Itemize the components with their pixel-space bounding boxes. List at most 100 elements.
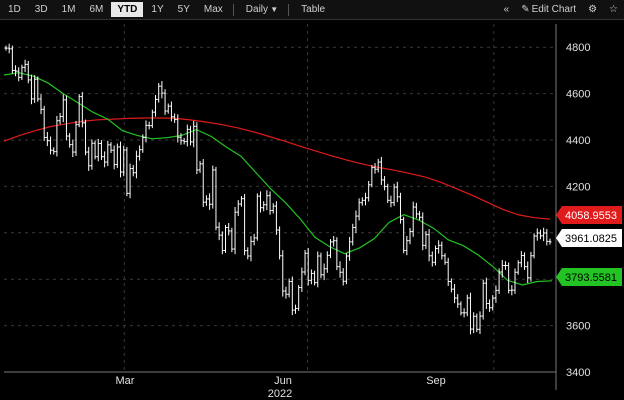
price-bar	[87, 146, 91, 171]
price-bar	[545, 228, 549, 246]
price-bar	[494, 285, 498, 303]
period-1m-button[interactable]: 1M	[61, 4, 76, 15]
price-bar	[90, 139, 94, 170]
price-bar	[319, 252, 323, 279]
edit-chart-button[interactable]: Edit Chart	[531, 4, 577, 15]
price-bar	[360, 197, 364, 206]
price-bar	[503, 261, 507, 270]
price-bar	[322, 263, 326, 281]
period-5y-button[interactable]: 5Y	[177, 4, 190, 15]
price-bar	[379, 156, 383, 186]
price-bar	[55, 115, 59, 157]
price-bar	[383, 176, 387, 191]
price-bar	[363, 192, 367, 206]
price-bar	[147, 121, 151, 130]
price-bar	[64, 95, 68, 141]
price-bar	[17, 67, 21, 82]
price-bar	[535, 228, 539, 241]
price-bar	[122, 145, 126, 177]
price-bar	[160, 81, 164, 99]
gear-icon[interactable]: ⚙	[588, 4, 598, 15]
price-bar	[150, 109, 154, 129]
y-tick-label: 4200	[566, 181, 590, 193]
price-bar	[411, 201, 415, 237]
x-year-label: 2022	[268, 388, 292, 400]
double-chevron-left-icon[interactable]: «	[503, 4, 510, 15]
price-bar	[386, 183, 390, 203]
price-bar	[274, 201, 278, 235]
price-bar	[278, 226, 282, 260]
pencil-icon: ✎	[521, 4, 530, 15]
price-chart[interactable]: 34003600380040004200440046004800MarJunSe…	[0, 20, 624, 400]
price-bar	[398, 192, 402, 224]
price-bar	[376, 158, 380, 173]
price-bar	[96, 138, 100, 162]
period-1y-button[interactable]: 1Y	[151, 4, 164, 15]
price-bar	[481, 279, 485, 320]
price-bar	[204, 195, 208, 206]
price-bar	[58, 112, 62, 125]
price-bar	[284, 286, 288, 299]
price-bar	[341, 268, 345, 286]
period-6m-button[interactable]: 6M	[89, 4, 104, 15]
y-tick-label: 3400	[566, 367, 590, 379]
price-bar	[293, 304, 297, 314]
price-bar	[367, 181, 371, 202]
price-bars	[4, 43, 552, 335]
price-bar	[421, 212, 425, 251]
price-bar	[290, 276, 294, 316]
price-bar	[478, 311, 482, 335]
price-bar	[265, 190, 269, 211]
price-bar	[475, 313, 479, 333]
price-bar	[446, 257, 450, 286]
price-bar	[243, 194, 247, 256]
price-bar	[328, 239, 332, 259]
price-bar	[103, 151, 107, 168]
period-ytd-button[interactable]: YTD	[111, 2, 144, 17]
table-button[interactable]: Table	[301, 4, 326, 15]
price-bar	[538, 229, 542, 240]
price-bar	[198, 160, 202, 173]
price-bar	[71, 139, 75, 158]
period-1d-button[interactable]: 1D	[8, 4, 21, 15]
price-bar	[297, 285, 301, 311]
price-bar	[373, 163, 377, 174]
price-bar	[14, 65, 18, 77]
price-bar	[526, 261, 530, 283]
price-bar	[157, 82, 161, 103]
x-tick-label: Jun	[274, 375, 292, 387]
price-bar	[227, 223, 231, 236]
period-max-button[interactable]: Max	[203, 4, 223, 15]
price-bar	[173, 113, 177, 123]
price-bar	[484, 277, 488, 309]
price-bar	[93, 140, 97, 160]
price-bar	[268, 191, 272, 215]
y-tick-label: 4400	[566, 135, 590, 147]
price-bar	[516, 260, 520, 275]
price-bar	[529, 251, 533, 282]
price-bar	[300, 267, 304, 293]
price-tag-value: 4058.9553	[565, 210, 617, 222]
price-bar	[497, 268, 501, 294]
price-bar	[80, 92, 84, 128]
price-bar	[125, 147, 129, 197]
price-bar	[332, 235, 336, 247]
price-bar	[249, 236, 253, 262]
price-bar	[99, 140, 103, 161]
price-bar	[468, 292, 472, 335]
price-bar	[52, 147, 56, 155]
star-icon[interactable]: ☆	[609, 4, 618, 15]
price-bar	[335, 237, 339, 271]
price-bar	[36, 76, 40, 102]
price-bar	[433, 245, 437, 266]
price-bar	[74, 120, 78, 156]
price-bar	[29, 74, 33, 105]
price-tag-price: 3961.0825	[556, 229, 622, 247]
interval-dropdown[interactable]: Daily	[240, 2, 284, 17]
price-bar	[10, 45, 14, 74]
period-3d-button[interactable]: 3D	[34, 4, 48, 15]
price-bar	[414, 202, 418, 219]
price-tag-value: 3793.5581	[565, 272, 617, 284]
toolbar-divider	[232, 3, 234, 16]
price-bar	[392, 183, 396, 206]
